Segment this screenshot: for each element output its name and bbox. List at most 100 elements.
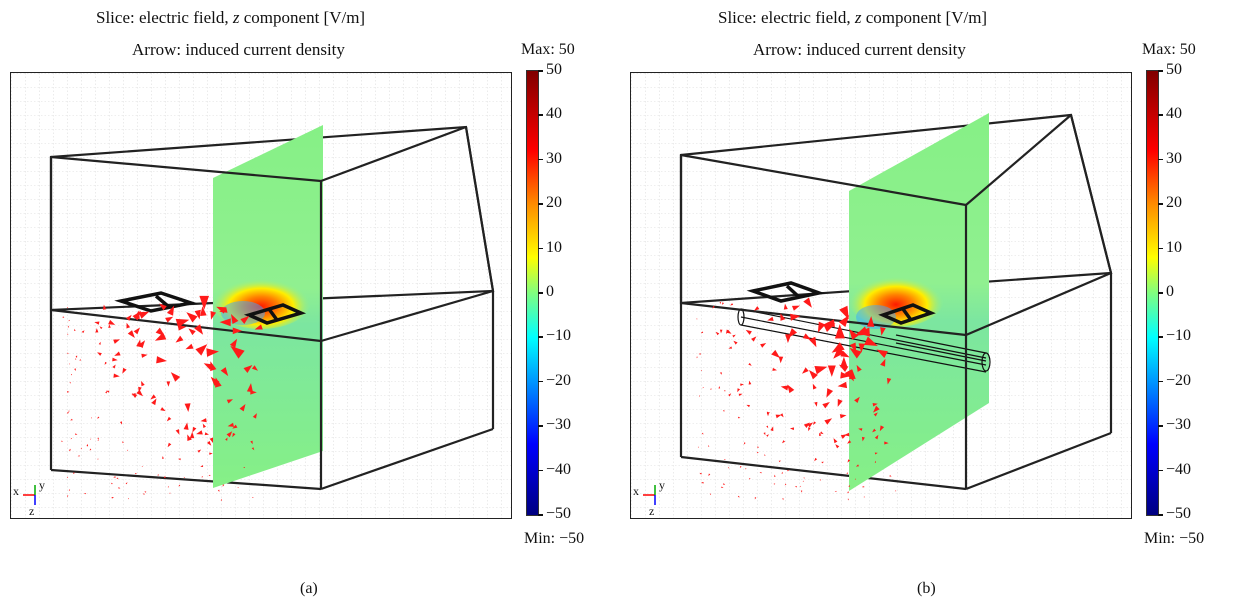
current-arrow	[787, 469, 790, 472]
colorbar-tick	[1158, 514, 1163, 516]
current-arrow	[106, 390, 110, 393]
current-arrow	[232, 327, 243, 335]
current-arrow	[803, 422, 810, 428]
colorbar-tick	[538, 469, 543, 472]
current-arrow	[225, 437, 228, 441]
current-arrow	[240, 315, 250, 324]
current-arrow	[770, 426, 774, 432]
current-arrow	[175, 335, 184, 343]
current-arrow	[782, 440, 786, 444]
current-arrow	[723, 390, 726, 392]
current-arrow	[166, 305, 175, 316]
current-arrow	[62, 316, 65, 318]
current-arrow	[847, 491, 849, 494]
current-arrow	[889, 474, 892, 477]
current-arrow	[95, 328, 99, 333]
current-arrow	[756, 451, 759, 454]
coil-left	[114, 291, 198, 313]
current-arrow	[763, 432, 766, 436]
colorbar-tick-label: 10	[1166, 238, 1182, 256]
current-arrow	[874, 434, 879, 440]
current-arrow	[709, 493, 712, 495]
min-label: Min: −50	[524, 530, 585, 547]
colorbar-tick-label: 40	[1166, 105, 1182, 123]
current-arrow	[66, 411, 69, 414]
current-arrow	[142, 493, 145, 495]
current-arrow	[112, 364, 116, 369]
current-arrow	[186, 312, 198, 323]
current-arrow	[834, 324, 845, 339]
current-arrow	[823, 323, 836, 332]
current-arrow	[169, 492, 171, 494]
current-arrow	[738, 393, 743, 397]
current-arrow	[70, 437, 73, 440]
current-arrow	[715, 331, 720, 336]
current-arrow	[824, 418, 833, 425]
current-arrow	[846, 472, 848, 475]
current-arrow	[105, 390, 107, 394]
current-arrow	[138, 311, 150, 319]
current-arrow	[71, 373, 73, 376]
current-arrow	[800, 490, 803, 493]
current-arrow	[113, 476, 116, 478]
current-arrow	[74, 328, 76, 332]
current-arrow	[160, 407, 166, 412]
current-arrow	[209, 437, 214, 443]
colorbar-tick	[538, 203, 543, 205]
current-arrow	[135, 472, 137, 475]
current-arrow	[133, 310, 140, 320]
current-arrow	[67, 325, 70, 328]
current-arrow	[879, 425, 885, 432]
current-arrow	[837, 399, 843, 407]
colorbar-tick-label: −40	[546, 460, 572, 478]
current-arrow	[727, 467, 730, 469]
current-arrow	[127, 330, 135, 338]
current-arrow	[781, 471, 783, 474]
current-arrow	[696, 318, 698, 320]
current-arrow	[243, 365, 253, 374]
colorbar-tick-label: −30	[1166, 416, 1192, 434]
current-arrow	[200, 306, 207, 317]
current-arrow	[863, 496, 866, 498]
current-arrow	[728, 346, 733, 349]
current-arrow	[133, 327, 140, 335]
current-arrow	[733, 340, 738, 345]
current-arrow	[809, 370, 818, 380]
current-arrow	[802, 333, 812, 340]
current-arrow	[751, 336, 757, 342]
current-arrow	[822, 402, 830, 409]
current-arrow	[800, 485, 802, 488]
current-arrow	[838, 364, 849, 373]
current-arrow	[778, 356, 784, 364]
current-arrow	[803, 297, 812, 308]
axis-label-x: x	[633, 484, 639, 498]
current-arrow	[696, 356, 698, 359]
current-arrow	[819, 432, 822, 437]
current-arrow	[737, 388, 741, 393]
panel-b: Slice: electric field, z component [V/m]…	[617, 0, 1234, 604]
current-arrow	[201, 476, 203, 478]
current-arrow	[97, 352, 102, 356]
current-arrow	[119, 421, 123, 425]
current-arrow	[774, 474, 776, 477]
current-arrow	[200, 418, 207, 423]
current-arrow	[812, 383, 817, 390]
current-arrow	[855, 464, 860, 467]
current-arrow	[252, 413, 257, 419]
current-arrow	[195, 344, 208, 356]
current-arrow	[86, 443, 89, 447]
current-arrow	[141, 353, 148, 358]
current-arrow	[791, 305, 800, 311]
current-arrow	[227, 422, 234, 427]
caption: (b)	[917, 580, 936, 597]
current-arrow	[151, 398, 157, 406]
current-arrow	[68, 363, 71, 365]
current-arrow	[159, 303, 167, 311]
axis-triad	[643, 485, 656, 505]
current-arrow	[699, 472, 702, 475]
current-arrow	[239, 404, 246, 412]
current-arrow	[68, 319, 70, 322]
colorbar-tick-label: 30	[546, 149, 562, 167]
current-arrow	[849, 328, 859, 340]
current-arrow	[189, 431, 195, 439]
